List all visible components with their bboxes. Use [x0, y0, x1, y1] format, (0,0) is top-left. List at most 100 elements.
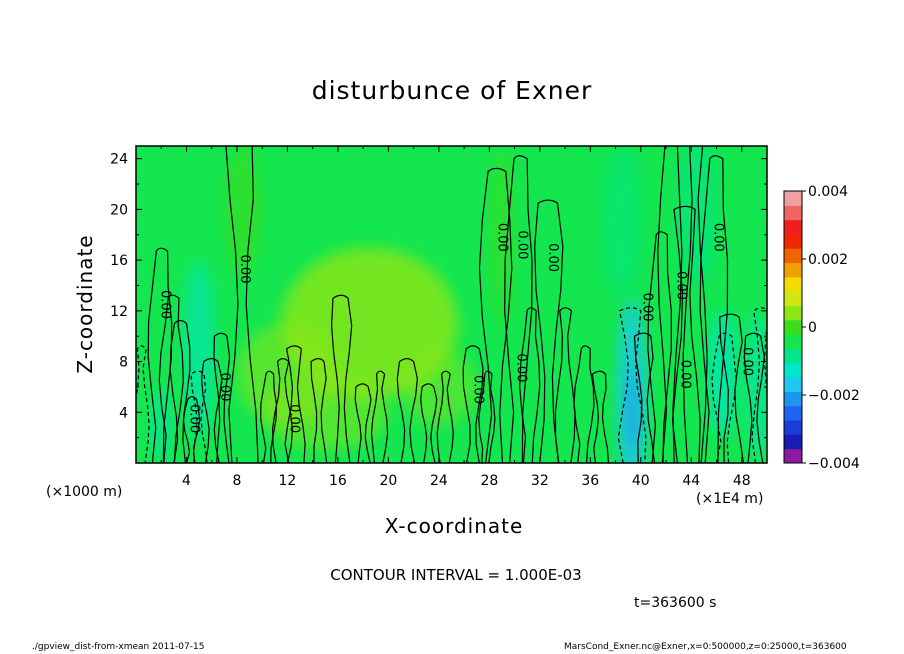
- contour-label: 0.00: [515, 230, 530, 259]
- colorbar-segment: [784, 362, 802, 378]
- contour-label: 0.00: [710, 223, 725, 252]
- footer-script: ./gpview_dist-from-xmean 2011-07-15: [32, 642, 205, 652]
- contour-zero: [182, 396, 201, 463]
- contour-zero: [213, 332, 231, 463]
- contour-zero: [330, 294, 353, 463]
- contour-zero: [478, 370, 496, 463]
- y-tick-label: 12: [110, 304, 128, 320]
- field-region: [401, 348, 477, 425]
- contour-zero: [699, 155, 729, 463]
- contour-zero: [591, 370, 610, 463]
- contour-interval: CONTOUR INTERVAL = 1.000E-03: [330, 566, 582, 584]
- contour-negative: [751, 307, 767, 463]
- contour-label: 0.00: [674, 271, 689, 300]
- colorbar-segment: [784, 205, 802, 221]
- contour-zero: [633, 332, 656, 463]
- x-tick-label: 44: [682, 473, 700, 489]
- chart-title: disturbunce of Exner: [311, 76, 593, 105]
- x-tick-label: 24: [430, 473, 448, 489]
- footer-source: MarsCond_Exner.nc@Exner,x=0:500000,z=0:2…: [564, 642, 847, 652]
- colorbar-segment: [784, 233, 802, 249]
- x-tick-label: 28: [480, 473, 498, 489]
- contour-label: 0.00: [677, 360, 692, 389]
- contour-zero: [225, 146, 259, 463]
- x-axis-label: X-coordinate: [384, 514, 524, 538]
- colorbar-segment: [784, 191, 802, 206]
- colorbar-segment: [784, 420, 802, 435]
- x-tick-label: 12: [279, 473, 297, 489]
- contour-zero: [534, 199, 564, 463]
- colorbar-tick-label: −0.002: [808, 388, 860, 404]
- colorbar-segment: [784, 276, 802, 292]
- contour-zero: [436, 370, 454, 463]
- y-tick-label: 24: [110, 152, 128, 168]
- contour-negative: [617, 307, 647, 463]
- contour-label: 0.00: [545, 243, 560, 272]
- contour-zero: [354, 383, 372, 463]
- x-unit-label: (×1000 m): [46, 484, 123, 500]
- contour-zero: [284, 345, 306, 463]
- colorbar-segment: [784, 262, 802, 278]
- contour-zero: [671, 205, 701, 463]
- colorbar-segment: [784, 219, 802, 235]
- contour-lines: [136, 146, 767, 463]
- contour-zero: [271, 358, 294, 463]
- y-tick-label: 4: [119, 405, 128, 421]
- contour-zero: [554, 307, 576, 463]
- contour-zero: [169, 319, 191, 463]
- x-tick-label: 40: [632, 473, 650, 489]
- colorbar-tick-label: 0: [808, 320, 817, 336]
- x-tick-label: 8: [232, 473, 241, 489]
- contour-label: 0.00: [286, 404, 301, 433]
- contour-zero: [462, 345, 484, 463]
- field-region: [707, 310, 738, 438]
- colorbar-segment: [784, 305, 802, 321]
- y-tick-label: 8: [119, 355, 128, 371]
- field-region: [489, 146, 515, 324]
- contour-label: 0.00: [513, 353, 528, 382]
- contour-zero: [719, 313, 744, 463]
- colorbar-tick-label: 0.002: [808, 252, 848, 268]
- x-tick-label: 16: [329, 473, 347, 489]
- x-tick-label: 48: [733, 473, 751, 489]
- contour-labels: 0.00 0.00 0.00 0.00 0.00 0.00 0.00 0.00 0.00 0.00…: [158, 223, 755, 433]
- x-scale-label: (×1E4 m): [696, 491, 764, 507]
- x-tick-label: 36: [581, 473, 599, 489]
- contour-zero: [396, 358, 419, 463]
- contour-label: 0.00: [158, 290, 173, 319]
- contour-label: 0.00: [471, 375, 486, 404]
- colorbar-segment: [784, 377, 802, 392]
- contour-zero: [743, 332, 765, 463]
- field-region: [183, 260, 215, 438]
- colorbar-tick-label: 0.004: [808, 184, 848, 200]
- contour-zero: [310, 358, 328, 463]
- plot-frame: [135, 145, 768, 464]
- field-region: [624, 374, 640, 451]
- colorbar-segment: [784, 348, 802, 364]
- colorbar-segment: [784, 405, 802, 421]
- contour-zero: [478, 167, 513, 463]
- contour-label: 0.00: [739, 347, 754, 376]
- time-stamp: t=363600 s: [634, 595, 717, 611]
- contour-zero: [647, 231, 672, 463]
- y-tick-label: 20: [110, 202, 128, 218]
- contour-label: 0.00: [217, 372, 232, 401]
- contour-zero: [370, 370, 389, 463]
- x-tick-label: 32: [531, 473, 549, 489]
- contour-zero: [420, 383, 438, 463]
- contour-zero: [682, 146, 708, 463]
- contour-zero: [519, 307, 541, 463]
- colorbar-segment: [784, 319, 802, 335]
- contour-negative: [711, 332, 737, 463]
- field-region: [602, 146, 641, 299]
- y-tick-label: 16: [110, 253, 128, 269]
- contour-label: 0.00: [640, 293, 655, 322]
- contour-negative: [136, 345, 150, 463]
- colorbar-segment: [784, 334, 802, 349]
- colorbar-segment: [784, 448, 802, 464]
- colorbar-segment: [784, 391, 802, 407]
- x-tick-label: 4: [182, 473, 191, 489]
- x-tick-label: 20: [379, 473, 397, 489]
